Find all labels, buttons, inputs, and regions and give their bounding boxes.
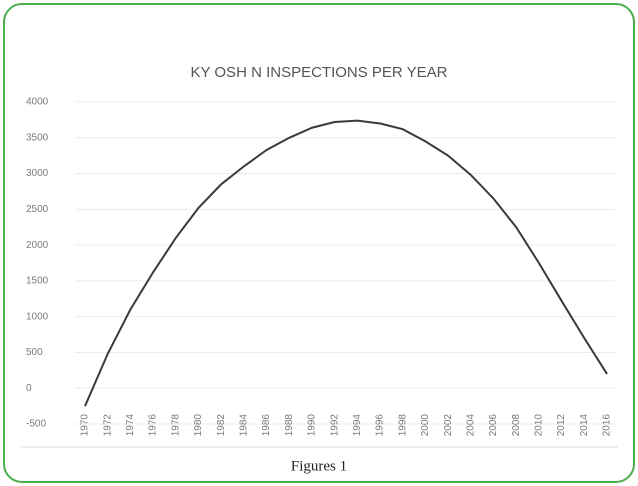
x-tick-label: 2004 xyxy=(465,414,476,437)
x-tick-label: 1984 xyxy=(239,414,250,437)
x-tick-label: 1982 xyxy=(216,414,227,437)
x-tick-label: 1974 xyxy=(125,414,136,437)
x-tick-label: 1970 xyxy=(80,414,91,437)
caption: Figures 1 xyxy=(291,458,347,474)
y-tick-label: 2000 xyxy=(26,240,49,251)
y-tick-label: 3500 xyxy=(26,132,49,143)
x-tick-label: 2002 xyxy=(443,414,454,437)
x-tick-label: 1986 xyxy=(261,414,272,437)
y-tick-label: 0 xyxy=(26,383,32,394)
chart-title: KY OSH N INSPECTIONS PER YEAR xyxy=(190,64,447,81)
y-tick-label: 1000 xyxy=(26,311,49,322)
x-tick-label: 2000 xyxy=(420,414,431,437)
x-tick-label: 1998 xyxy=(397,414,408,437)
x-tick-label: 1992 xyxy=(329,414,340,437)
x-tick-label: 1988 xyxy=(284,414,295,437)
y-tick-label: 2500 xyxy=(26,204,49,215)
x-tick-label: 1978 xyxy=(170,414,181,437)
x-tick-label: 1972 xyxy=(102,414,113,437)
x-tick-label: 1980 xyxy=(193,414,204,437)
figure-frame xyxy=(3,3,635,483)
x-tick-label: 1994 xyxy=(352,414,363,437)
y-tick-label: 1500 xyxy=(26,276,49,287)
x-tick-label: 1996 xyxy=(375,414,386,437)
x-tick-label: 2010 xyxy=(534,414,545,437)
x-tick-label: 1990 xyxy=(307,414,318,437)
y-tick-label: 500 xyxy=(26,347,43,358)
line-series xyxy=(84,119,608,407)
x-tick-label: 2012 xyxy=(556,414,567,437)
x-tick-label: 2016 xyxy=(602,414,613,437)
x-tick-label: 2008 xyxy=(511,414,522,437)
y-tick-label: -500 xyxy=(26,419,46,430)
x-tick-label: 1976 xyxy=(148,414,159,437)
y-tick-label: 3000 xyxy=(26,168,49,179)
x-tick-label: 2014 xyxy=(579,414,590,437)
x-tick-label: 2006 xyxy=(488,414,499,437)
y-tick-label: 4000 xyxy=(26,97,49,108)
